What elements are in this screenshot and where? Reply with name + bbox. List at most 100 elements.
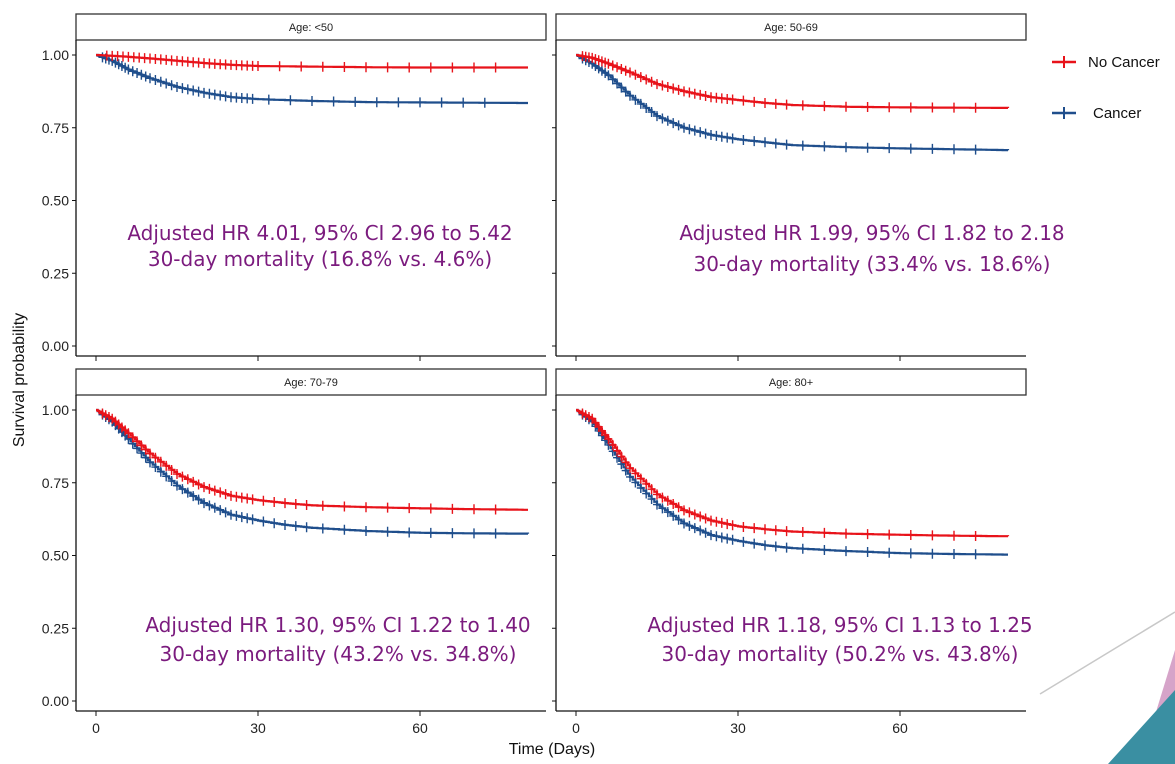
- censor-mark: [728, 94, 737, 105]
- censor-mark: [631, 477, 640, 488]
- censor-mark: [141, 444, 150, 455]
- censor-mark: [626, 90, 634, 101]
- censor-mark: [782, 139, 791, 150]
- hr-annotation: Adjusted HR 4.01, 95% CI 2.96 to 5.42: [127, 221, 512, 245]
- censor-mark: [604, 70, 613, 81]
- censor-mark: [674, 502, 683, 513]
- panel: Age: 50-69 Adjusted HR 1.99, 95% CI 1.82 …: [552, 13, 1065, 361]
- censor-mark: [613, 78, 622, 89]
- censor-mark: [146, 448, 154, 459]
- censor-mark: [642, 74, 651, 85]
- censor-mark: [658, 492, 667, 503]
- censor-mark: [642, 488, 651, 499]
- censor-mark: [663, 495, 672, 506]
- censor-mark: [362, 502, 370, 513]
- censor-mark: [383, 62, 392, 73]
- censor-mark: [470, 504, 478, 515]
- censor-mark: [156, 466, 165, 477]
- survival-curve-no-cancer: [576, 408, 1010, 538]
- censor-mark: [362, 526, 370, 537]
- hr-annotation: Adjusted HR 1.99, 95% CI 1.82 to 2.18: [679, 221, 1064, 245]
- y-tick-label: 0.00: [42, 693, 69, 709]
- censor-mark: [167, 80, 176, 91]
- censor-mark: [162, 78, 171, 89]
- censor-mark: [631, 94, 640, 105]
- censor-mark: [178, 471, 187, 482]
- censor-mark: [178, 83, 187, 94]
- censor-mark: [133, 436, 142, 447]
- censor-mark: [674, 514, 683, 525]
- censor-mark: [631, 468, 640, 479]
- censor-mark: [405, 503, 414, 514]
- censor-mark: [707, 515, 715, 526]
- censor-mark: [178, 484, 187, 495]
- censor-mark: [291, 521, 300, 532]
- censor-mark: [613, 445, 622, 456]
- censor-mark: [669, 510, 678, 521]
- censor-mark: [604, 58, 613, 69]
- censor-mark: [717, 517, 726, 528]
- censor-mark: [133, 68, 142, 79]
- censor-mark: [685, 507, 694, 518]
- censor-mark: [647, 484, 656, 495]
- censor-mark: [696, 127, 705, 138]
- censor-mark: [885, 547, 894, 558]
- censor-mark: [210, 89, 219, 100]
- censor-mark: [636, 482, 645, 493]
- censor-mark: [717, 532, 726, 543]
- censor-mark: [685, 87, 694, 98]
- censor-mark: [340, 501, 349, 512]
- censor-mark: [459, 97, 468, 108]
- censor-mark: [254, 61, 262, 72]
- censor-mark: [642, 102, 651, 113]
- censor-mark: [383, 502, 392, 513]
- censor-mark: [820, 544, 829, 555]
- censor-mark: [227, 509, 235, 520]
- censor-mark: [928, 143, 937, 154]
- facet-strip-label: Age: 50-69: [764, 22, 818, 34]
- censor-mark: [340, 61, 349, 72]
- censor-mark: [626, 471, 634, 482]
- censor-mark: [275, 61, 284, 72]
- censor-mark: [621, 457, 630, 468]
- censor-mark: [448, 528, 457, 539]
- censor-mark: [653, 111, 661, 122]
- censor-mark: [426, 62, 435, 73]
- censor-mark: [842, 528, 850, 539]
- censor-mark: [647, 107, 656, 118]
- censor-mark: [928, 548, 937, 559]
- censor-mark: [658, 503, 667, 514]
- censor-mark: [189, 476, 198, 487]
- censor-mark: [604, 434, 613, 445]
- censor-mark: [200, 87, 208, 98]
- censor-mark: [739, 536, 748, 547]
- censor-mark: [243, 493, 252, 504]
- censor-mark: [372, 97, 381, 108]
- censor-mark: [151, 452, 160, 463]
- x-tick-label: 30: [250, 720, 266, 736]
- censor-mark: [173, 469, 181, 480]
- censor-mark: [680, 86, 688, 97]
- x-tick-label: 60: [892, 720, 908, 736]
- censor-mark: [653, 489, 661, 500]
- censor-mark: [642, 478, 651, 489]
- panel: Age: 80+ 0 30 60 Adjusted HR 1.18, 95% CI 1.…: [552, 368, 1033, 736]
- censor-mark: [194, 494, 203, 505]
- censor-mark: [426, 527, 435, 538]
- censor-mark: [761, 524, 769, 535]
- censor-mark: [690, 509, 699, 520]
- censor-mark: [383, 526, 392, 537]
- censor-mark: [863, 102, 872, 113]
- censor-mark: [782, 542, 791, 553]
- censor-mark: [701, 527, 710, 538]
- hr-annotation: 30-day mortality (43.2% vs. 34.8%): [159, 642, 516, 666]
- censor-mark: [669, 498, 678, 509]
- censor-mark: [674, 120, 683, 131]
- censor-mark: [302, 522, 311, 533]
- censor-mark: [302, 499, 311, 510]
- censor-mark: [162, 471, 171, 482]
- censor-mark: [950, 144, 958, 155]
- censor-mark: [167, 476, 176, 487]
- hr-annotation: 30-day mortality (33.4% vs. 18.6%): [693, 252, 1050, 276]
- censor-mark: [798, 140, 807, 151]
